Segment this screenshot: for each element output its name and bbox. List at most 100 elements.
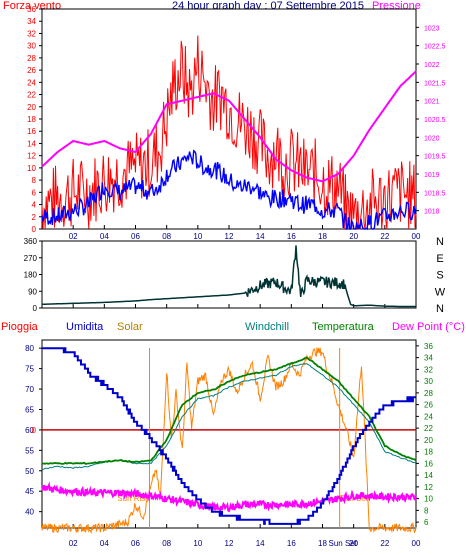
x-tick-label: 18 [318, 539, 327, 548]
y-tick-label: 0 [32, 225, 37, 234]
y2-tick-label: 1019.5 [424, 154, 446, 161]
x-tick-label: 18 [318, 232, 327, 241]
y-tick-label: 36 [27, 5, 36, 14]
x-tick-label: 10 [193, 232, 202, 241]
x-tick-label: 12 [225, 232, 234, 241]
y-tick-label: 65 [25, 405, 34, 414]
y2-tick-label: 1022 [424, 62, 440, 69]
y-tick-label: 80 [25, 344, 34, 353]
y-tick-label: 10 [27, 164, 36, 173]
x-tick-label: 14 [256, 539, 265, 548]
y2-tick-label: 36 [424, 342, 433, 351]
series-wind-speed [41, 35, 417, 230]
y-tick-label: 12 [27, 152, 36, 161]
plot-area [41, 8, 417, 230]
x-tick-label: 14 [256, 232, 265, 241]
x-tick-label: 16 [287, 539, 296, 548]
solar-label: Solar [117, 321, 143, 333]
y2-tick-label: 12 [424, 483, 433, 492]
x-tick-label: 20 [349, 539, 358, 548]
y2-tick-label: 34 [424, 354, 433, 363]
x-tick-label: 08 [162, 232, 171, 241]
x-tick-label: 00 [412, 539, 421, 548]
y-tick-label: 20 [27, 103, 36, 112]
y-tick-label: 8 [32, 176, 37, 185]
y2-tick-label: 24 [424, 412, 433, 421]
y2-tick-label: 26 [424, 401, 433, 410]
y2-tick-label: 6 [424, 518, 429, 527]
x-tick-label: 04 [100, 232, 109, 241]
compass-label: E [436, 253, 443, 265]
y-tick-label: 26 [27, 66, 36, 75]
y2-tick-label: 1020.5 [424, 117, 446, 124]
x-tick-label: 10 [193, 539, 202, 548]
x-tick-label: 02 [69, 232, 78, 241]
y-tick-label: 0 [33, 304, 38, 313]
x-tick-label: 04 [100, 539, 109, 548]
y-tick-label: 55 [25, 446, 34, 455]
y2-tick-label: 1018.5 [424, 190, 446, 197]
y2-tick-label: 28 [424, 389, 433, 398]
humidity-label: Umidita [66, 321, 104, 333]
plot-area [41, 240, 417, 309]
y2-tick-label: 32 [424, 365, 433, 374]
sun-set-axis-label: Sun Set [329, 539, 358, 548]
y-tick-label: 2 [32, 213, 37, 222]
y2-tick-label: 1021.5 [424, 80, 446, 87]
x-tick-label: 06 [131, 232, 140, 241]
compass-label: N [436, 236, 444, 248]
x-tick-label: 22 [380, 539, 389, 548]
y2-tick-label: 22 [424, 424, 433, 433]
series-solar [41, 347, 417, 535]
y-tick-label: 28 [27, 54, 36, 63]
y2-tick-label: 1019 [424, 172, 440, 179]
y-tick-label: 40 [25, 508, 34, 517]
y2-tick-label: 1023 [424, 25, 440, 32]
windchill-label: Windchill [245, 321, 290, 333]
rain-value-label: 0 [32, 426, 37, 435]
rain-label: Pioggia [1, 321, 38, 333]
dew-point-label: Dew Point (°C) [392, 321, 465, 333]
y-tick-label: 70 [25, 385, 34, 394]
y-tick-label: 24 [27, 78, 36, 87]
y-tick-label: 50 [25, 467, 34, 476]
y2-tick-label: 30 [424, 377, 433, 386]
y2-tick-label: 1021 [424, 99, 440, 106]
y-tick-label: 32 [27, 29, 36, 38]
y-tick-label: 180 [24, 271, 38, 280]
y2-tick-label: 18 [424, 448, 433, 457]
y-tick-label: 4 [32, 201, 37, 210]
x-tick-label: 12 [225, 539, 234, 548]
y-tick-label: 75 [25, 365, 34, 374]
series-temperature [41, 356, 417, 465]
y-tick-label: 34 [27, 17, 36, 26]
series-pressure [41, 70, 417, 183]
chart-title: 24 hour graph day : 07 Settembre 2015 [172, 0, 365, 12]
temperature-label: Temperatura [312, 321, 374, 333]
compass-label: N [436, 303, 444, 315]
y2-tick-label: 10 [424, 495, 433, 504]
y2-tick-label: 20 [424, 436, 433, 445]
sun-marker-label: Sun Rise [117, 494, 150, 503]
y-tick-label: 16 [27, 127, 36, 136]
x-tick-label: 20 [349, 232, 358, 241]
y2-tick-label: 1018 [424, 209, 440, 216]
compass-label: W [435, 286, 446, 298]
y-tick-label: 18 [27, 115, 36, 124]
series-dew-point [41, 481, 417, 515]
y-tick-label: 6 [32, 188, 37, 197]
y-tick-label: 360 [24, 237, 38, 246]
y2-tick-label: 1022.5 [424, 44, 446, 51]
y2-tick-label: 1020 [424, 135, 440, 142]
y-tick-label: 30 [27, 42, 36, 51]
y-tick-label: 45 [25, 487, 34, 496]
pressure-axis-label: Pressione [372, 0, 421, 12]
x-tick-label: 08 [162, 539, 171, 548]
wind-speed-axis-label: Forza vento [3, 0, 62, 12]
x-tick-label: 00 [412, 232, 421, 241]
x-tick-label: 22 [380, 232, 389, 241]
series-humidity [42, 347, 416, 525]
y-tick-label: 22 [27, 91, 36, 100]
compass-label: S [436, 270, 443, 282]
